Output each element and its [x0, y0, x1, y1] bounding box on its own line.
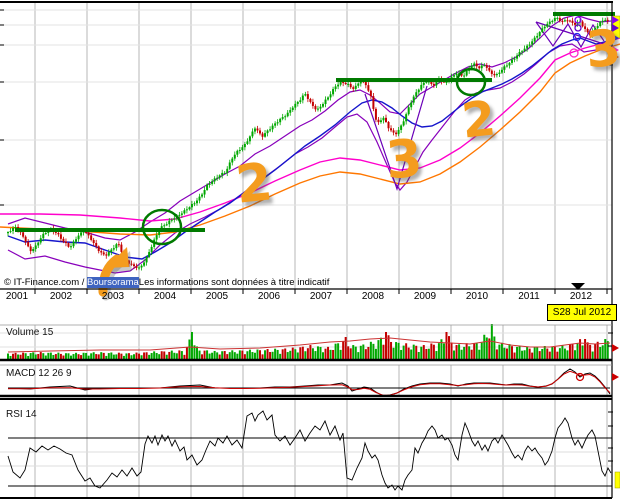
- volume-layer: [7, 324, 611, 359]
- grid-layer: [0, 3, 612, 498]
- wave-number: 3: [383, 128, 425, 192]
- brand-highlight[interactable]: Boursorama: [87, 277, 139, 288]
- rsi-layer: [7, 410, 612, 491]
- year-label: 2007: [309, 291, 333, 302]
- year-label: 2004: [153, 291, 177, 302]
- year-label: 2003: [101, 291, 125, 302]
- axis-ticks: [0, 9, 613, 462]
- year-label: 2006: [257, 291, 281, 302]
- wave-number: 2: [459, 90, 499, 150]
- green-annotations: [15, 12, 615, 246]
- year-label: 2009: [413, 291, 437, 302]
- disclaimer-text: Les informations sont données à titre in…: [138, 277, 330, 288]
- x-axis: 2001 2002 2003 2004 2005 2006 2007 2008 2009 2010…: [0, 291, 620, 305]
- year-label: 2008: [361, 291, 385, 302]
- year-label: 2012: [569, 291, 593, 302]
- year-label: 2001: [5, 291, 29, 302]
- wave-number: 3: [584, 18, 620, 80]
- year-label: 2010: [465, 291, 489, 302]
- macd-layer: [7, 368, 611, 397]
- macd-label: MACD 12 26 9: [6, 368, 72, 379]
- volume-label: Volume 15: [6, 327, 54, 338]
- footer: © IT-Finance.com / BoursoramaLes informa…: [4, 277, 329, 288]
- year-label: 2002: [49, 291, 73, 302]
- date-tooltip: S28 Jul 2012: [547, 304, 617, 321]
- wave-number: 2: [232, 152, 276, 216]
- rsi-label: RSI 14: [6, 409, 37, 420]
- cursor-marker: [571, 283, 585, 290]
- axis-markers: [571, 15, 620, 489]
- year-label: 2005: [205, 291, 229, 302]
- year-label: 2011: [518, 291, 540, 302]
- price-overlays: [0, 14, 620, 274]
- copyright-text: © IT-Finance.com /: [4, 277, 88, 288]
